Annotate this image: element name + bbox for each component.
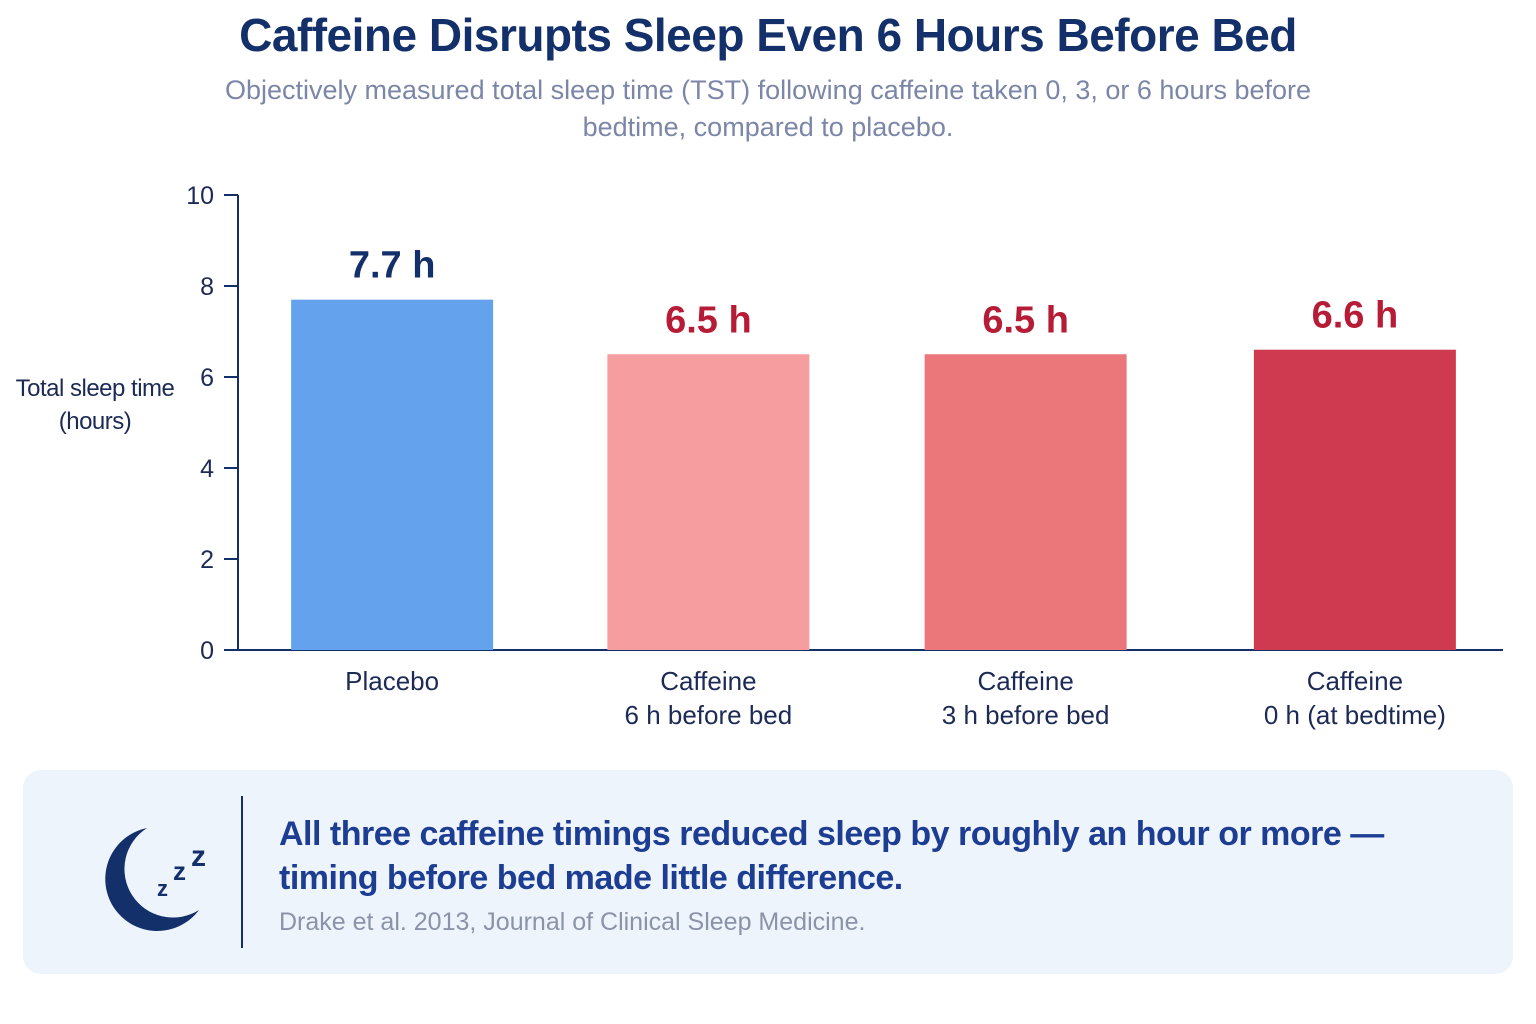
bar-value-label: 6.5 h — [665, 299, 752, 341]
chart-title: Caffeine Disrupts Sleep Even 6 Hours Bef… — [239, 9, 1297, 61]
bar — [1253, 349, 1456, 650]
y-axis-label-line-1: Total sleep time — [15, 375, 175, 402]
bar-value-label: 6.6 h — [1312, 295, 1399, 337]
x-category-label: 0 h (at bedtime) — [1264, 700, 1446, 730]
y-tick-label: 10 — [186, 182, 214, 210]
y-tick-label: 4 — [200, 455, 214, 483]
svg-text:z: z — [173, 856, 186, 886]
svg-text:z: z — [191, 840, 206, 873]
moon-zzz-icon: z z z — [105, 828, 206, 931]
x-category-label: Caffeine — [660, 666, 756, 696]
svg-text:z: z — [157, 876, 168, 901]
bar-value-label: 6.5 h — [982, 299, 1069, 341]
chart-subtitle: Objectively measured total sleep time (T… — [224, 75, 1312, 142]
takeaway-note: z z z All three caffeine timings reduced… — [23, 770, 1513, 974]
x-category-label: Placebo — [345, 666, 439, 696]
y-tick-label: 6 — [200, 364, 214, 392]
y-axis-label-line-2: (hours) — [58, 408, 132, 435]
x-category-label: Caffeine — [977, 666, 1073, 696]
x-category-label: 6 h before bed — [625, 700, 793, 730]
note-divider — [241, 796, 243, 948]
y-tick-label: 8 — [200, 273, 214, 301]
bar-chart: 0 2 4 6 8 10 7.7 h Placebo 6.5 h Caffeine 6 h befo… — [186, 182, 1503, 730]
bar — [291, 299, 494, 650]
x-category-label: 3 h before bed — [942, 700, 1110, 730]
bar-value-label: 7.7 h — [349, 245, 436, 287]
note-text: All three caffeine timings reduced sleep… — [279, 815, 1384, 897]
y-axis-label: Total sleep time (hours) — [0, 372, 190, 438]
note-source: Drake et al. 2013, Journal of Clinical S… — [279, 908, 866, 936]
x-category-label: Caffeine — [1307, 666, 1403, 696]
y-tick-label: 0 — [200, 637, 214, 665]
y-tick-label: 2 — [200, 546, 214, 574]
bar — [607, 354, 810, 650]
bar — [924, 354, 1127, 650]
